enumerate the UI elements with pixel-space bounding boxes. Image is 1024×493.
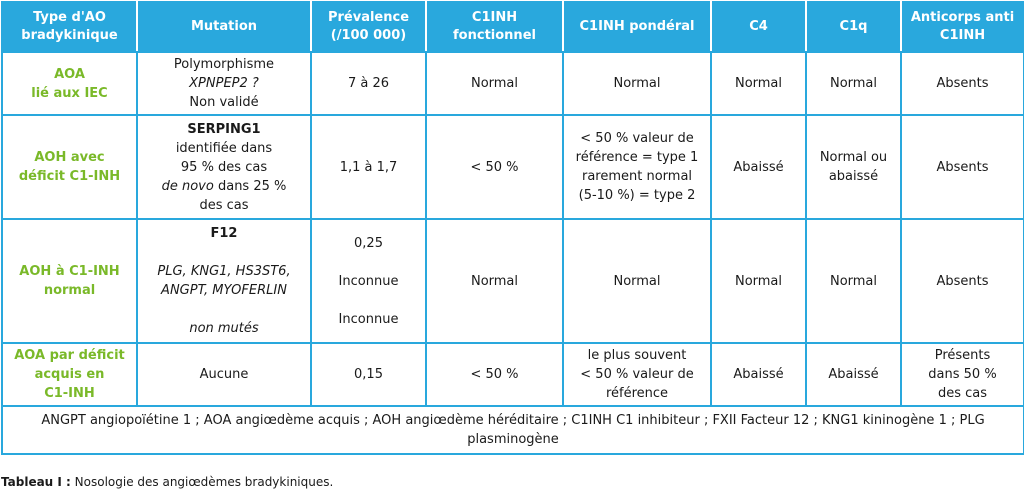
c1inh-ponderal-cell: le plus souvent < 50 % valeur de référen… bbox=[562, 342, 712, 407]
header-type: Type d'AO bradykinique bbox=[1, 1, 138, 53]
ponderal-line: rarement normal bbox=[581, 169, 693, 184]
row-type-cell: AOA par déficit acquis en C1-INH bbox=[1, 342, 138, 407]
c1q-cell: Normal ou abaissé bbox=[805, 114, 902, 220]
header-c1inh-fonctionnel: C1INH fonctionnel bbox=[425, 1, 564, 53]
ponderal-line: (5-10 %) = type 2 bbox=[578, 188, 696, 203]
mutation-line: Polymorphisme bbox=[173, 57, 275, 72]
mutation-gene-bold: SERPING1 bbox=[187, 121, 261, 137]
ponderal-line: < 50 % valeur de bbox=[580, 367, 694, 382]
spacer bbox=[143, 300, 305, 319]
table-footnote: ANGPT angiopoïétine 1 ; AOA angiœdème ac… bbox=[1, 405, 1024, 455]
caption-text: Nosologie des angiœdèmes bradykiniques. bbox=[70, 475, 334, 489]
mutation-cell: SERPING1 identifiée dans 95 % des cas de… bbox=[136, 114, 312, 220]
c4-cell: Abaissé bbox=[710, 342, 807, 407]
ponderal-line: le plus souvent bbox=[587, 348, 687, 363]
c1inh-ponderal-cell: < 50 % valeur de référence = type 1 rare… bbox=[562, 114, 712, 220]
anticorps-cell: Absents bbox=[900, 114, 1024, 220]
c4-cell: Abaissé bbox=[710, 114, 807, 220]
row-type-line: AOH à C1-INH bbox=[19, 264, 120, 279]
caption-label: Tableau I : bbox=[1, 475, 71, 489]
anticorps-cell: Présents dans 50 % des cas bbox=[900, 342, 1024, 407]
prevalence-cell: 0,25 Inconnue Inconnue bbox=[310, 218, 427, 344]
c1q-line: abaissé bbox=[828, 169, 879, 184]
row-type-line: lié aux IEC bbox=[31, 85, 108, 101]
table-row: AOH avec déficit C1-INH SERPING1 identif… bbox=[1, 114, 1024, 220]
mutation-de-novo: de novo bbox=[161, 178, 214, 194]
mutation-line-rest: dans 25 % bbox=[213, 178, 287, 194]
c4-cell: Normal bbox=[710, 51, 807, 116]
mutation-line: 95 % des cas bbox=[180, 159, 268, 175]
spacer bbox=[317, 253, 420, 272]
ponderal-line: < 50 % valeur de bbox=[580, 131, 694, 146]
anticorps-line: Présents bbox=[934, 348, 991, 363]
table-row: AOA lié aux IEC Polymorphisme XPNPEP2 ? … bbox=[1, 51, 1024, 116]
row-type-line: AOA bbox=[54, 66, 85, 82]
prevalence-line: 0,25 bbox=[354, 235, 383, 251]
header-anticorps: Anticorps anti C1INH bbox=[900, 1, 1024, 53]
anticorps-line: dans 50 % bbox=[928, 367, 997, 382]
header-mutation: Mutation bbox=[136, 1, 312, 53]
c1inh-fonctionnel-cell: Normal bbox=[425, 218, 564, 344]
c1inh-fonctionnel-cell: < 50 % bbox=[425, 114, 564, 220]
mutation-gene-italic: PLG, KNG1, HS3ST6, bbox=[157, 264, 291, 279]
c1inh-ponderal-cell: Normal bbox=[562, 218, 712, 344]
mutation-cell: Polymorphisme XPNPEP2 ? Non validé bbox=[136, 51, 312, 116]
anticorps-cell: Absents bbox=[900, 218, 1024, 344]
mutation-line: de novo dans 25 % bbox=[143, 177, 305, 196]
c1inh-fonctionnel-cell: Normal bbox=[425, 51, 564, 116]
anticorps-cell: Absents bbox=[900, 51, 1024, 116]
row-type-cell: AOA lié aux IEC bbox=[1, 51, 138, 116]
ponderal-line: référence bbox=[605, 386, 669, 401]
spacer bbox=[317, 291, 420, 310]
row-type-cell: AOH avec déficit C1-INH bbox=[1, 114, 138, 220]
c1q-line: Normal ou bbox=[819, 150, 888, 165]
row-type-line: C1-INH bbox=[44, 386, 95, 401]
header-c1q: C1q bbox=[805, 1, 902, 53]
mutation-note-italic: non mutés bbox=[189, 321, 259, 336]
nosology-table: Type d'AO bradykinique Mutation Prévalen… bbox=[1, 1, 1024, 455]
mutation-line: des cas bbox=[199, 197, 249, 213]
table-row: AOA par déficit acquis en C1-INH Aucune … bbox=[1, 342, 1024, 407]
header-c1inh-ponderal: C1INH pondéral bbox=[562, 1, 712, 53]
row-type-cell: AOH à C1-INH normal bbox=[1, 218, 138, 344]
prevalence-line: Inconnue bbox=[338, 311, 399, 327]
row-type-line: AOA par déficit bbox=[14, 348, 125, 363]
c1q-cell: Abaissé bbox=[805, 342, 902, 407]
prevalence-cell: 7 à 26 bbox=[310, 51, 427, 116]
mutation-cell: Aucune bbox=[136, 342, 312, 407]
header-row: Type d'AO bradykinique Mutation Prévalen… bbox=[1, 1, 1024, 53]
mutation-line: identifiée dans bbox=[175, 140, 273, 156]
prevalence-line: Inconnue bbox=[338, 273, 399, 289]
mutation-gene-italic: ANGPT, MYOFERLIN bbox=[161, 283, 287, 298]
mutation-gene-italic: XPNPEP2 ? bbox=[189, 76, 259, 91]
table-row: AOH à C1-INH normal F12 PLG, KNG1, HS3ST… bbox=[1, 218, 1024, 344]
prevalence-cell: 1,1 à 1,7 bbox=[310, 114, 427, 220]
row-type-line: AOH avec bbox=[34, 150, 105, 165]
c1q-cell: Normal bbox=[805, 51, 902, 116]
prevalence-cell: 0,15 bbox=[310, 342, 427, 407]
mutation-cell: F12 PLG, KNG1, HS3ST6, ANGPT, MYOFERLIN … bbox=[136, 218, 312, 344]
c1inh-fonctionnel-cell: < 50 % bbox=[425, 342, 564, 407]
table-caption: Tableau I : Nosologie des angiœdèmes bra… bbox=[1, 475, 333, 489]
c4-cell: Normal bbox=[710, 218, 807, 344]
spacer bbox=[143, 243, 305, 262]
anticorps-line: des cas bbox=[937, 386, 988, 401]
mutation-line: Non validé bbox=[189, 95, 259, 110]
ponderal-line: référence = type 1 bbox=[575, 150, 699, 165]
row-type-line: normal bbox=[43, 283, 96, 298]
c1inh-ponderal-cell: Normal bbox=[562, 51, 712, 116]
header-c4: C4 bbox=[710, 1, 807, 53]
row-type-line: déficit C1-INH bbox=[18, 169, 121, 184]
mutation-gene-bold: F12 bbox=[210, 226, 238, 241]
header-prevalence: Prévalence (/100 000) bbox=[310, 1, 427, 53]
footnote-row: ANGPT angiopoïétine 1 ; AOA angiœdème ac… bbox=[1, 405, 1024, 455]
row-type-line: acquis en bbox=[34, 367, 105, 382]
c1q-cell: Normal bbox=[805, 218, 902, 344]
